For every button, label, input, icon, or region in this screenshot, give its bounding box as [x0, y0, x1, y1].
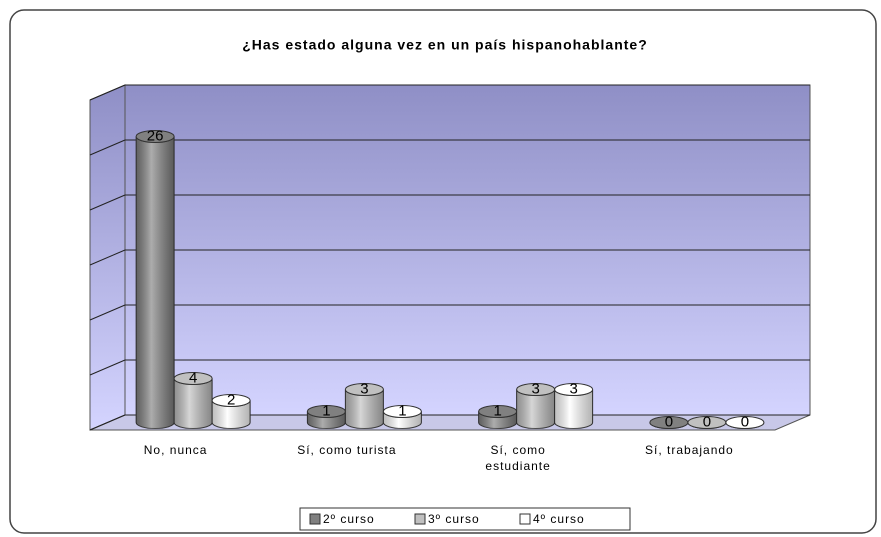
data-label: 0: [741, 413, 749, 430]
bar-top: [211, 394, 251, 407]
bar-shade: [516, 389, 555, 429]
legend-label: 2º curso: [323, 512, 375, 526]
bar-shade: [136, 136, 175, 429]
bar-shade: [554, 389, 593, 429]
grid-line-side: [89, 414, 126, 431]
bar: [382, 405, 422, 429]
bar: [211, 394, 251, 429]
grid-line-side: [89, 84, 126, 101]
data-label: 3: [569, 380, 577, 397]
legend-swatch: [309, 513, 321, 525]
bar-top: [382, 405, 422, 418]
bar: [725, 416, 765, 429]
bar-top: [135, 130, 175, 143]
data-label: 0: [665, 413, 673, 430]
data-label: 4: [189, 369, 197, 386]
legend: 2º curso 3º curso 4º curso: [299, 507, 631, 531]
grid-line-side: [89, 359, 126, 376]
bar-shade: [345, 389, 384, 429]
x-tick-label: Sí, como turista: [297, 443, 397, 457]
bar-top: [173, 372, 213, 385]
legend-label: 4º curso: [533, 512, 585, 526]
data-label: 3: [360, 380, 368, 397]
data-label: 3: [531, 380, 539, 397]
bar-shade: [478, 411, 517, 429]
x-tick-label: Sí, como estudiante: [485, 443, 551, 473]
bar: [173, 372, 213, 429]
data-label: 26: [147, 127, 164, 144]
bar: [306, 405, 346, 429]
data-label: 1: [322, 402, 330, 419]
bar: [344, 383, 384, 429]
data-label: 1: [493, 402, 501, 419]
legend-swatch: [414, 513, 426, 525]
bar: [554, 383, 594, 429]
grid-line-side: [89, 194, 126, 211]
bar-shade: [307, 411, 346, 429]
legend-label: 3º curso: [428, 512, 480, 526]
bar-top: [554, 383, 594, 396]
bar-top: [344, 383, 384, 396]
grid-line-side: [89, 304, 126, 321]
chart-title: ¿Has estado alguna vez en un país hispan…: [242, 37, 648, 53]
x-tick-label: Sí, trabajando: [645, 443, 734, 457]
data-label: 0: [703, 413, 711, 430]
bar-shade: [174, 378, 213, 429]
data-label: 2: [227, 391, 235, 408]
bar: [516, 383, 556, 429]
bar: [135, 130, 175, 429]
legend-swatch: [519, 513, 531, 525]
grid-line-side: [89, 249, 126, 266]
bar-shade: [383, 411, 422, 429]
legend-box: [299, 507, 631, 531]
x-tick-label: No, nunca: [143, 443, 208, 457]
bar-top: [725, 416, 765, 429]
bar-shade: [212, 400, 251, 429]
grid-line-side: [89, 139, 126, 156]
data-label: 1: [398, 402, 406, 419]
